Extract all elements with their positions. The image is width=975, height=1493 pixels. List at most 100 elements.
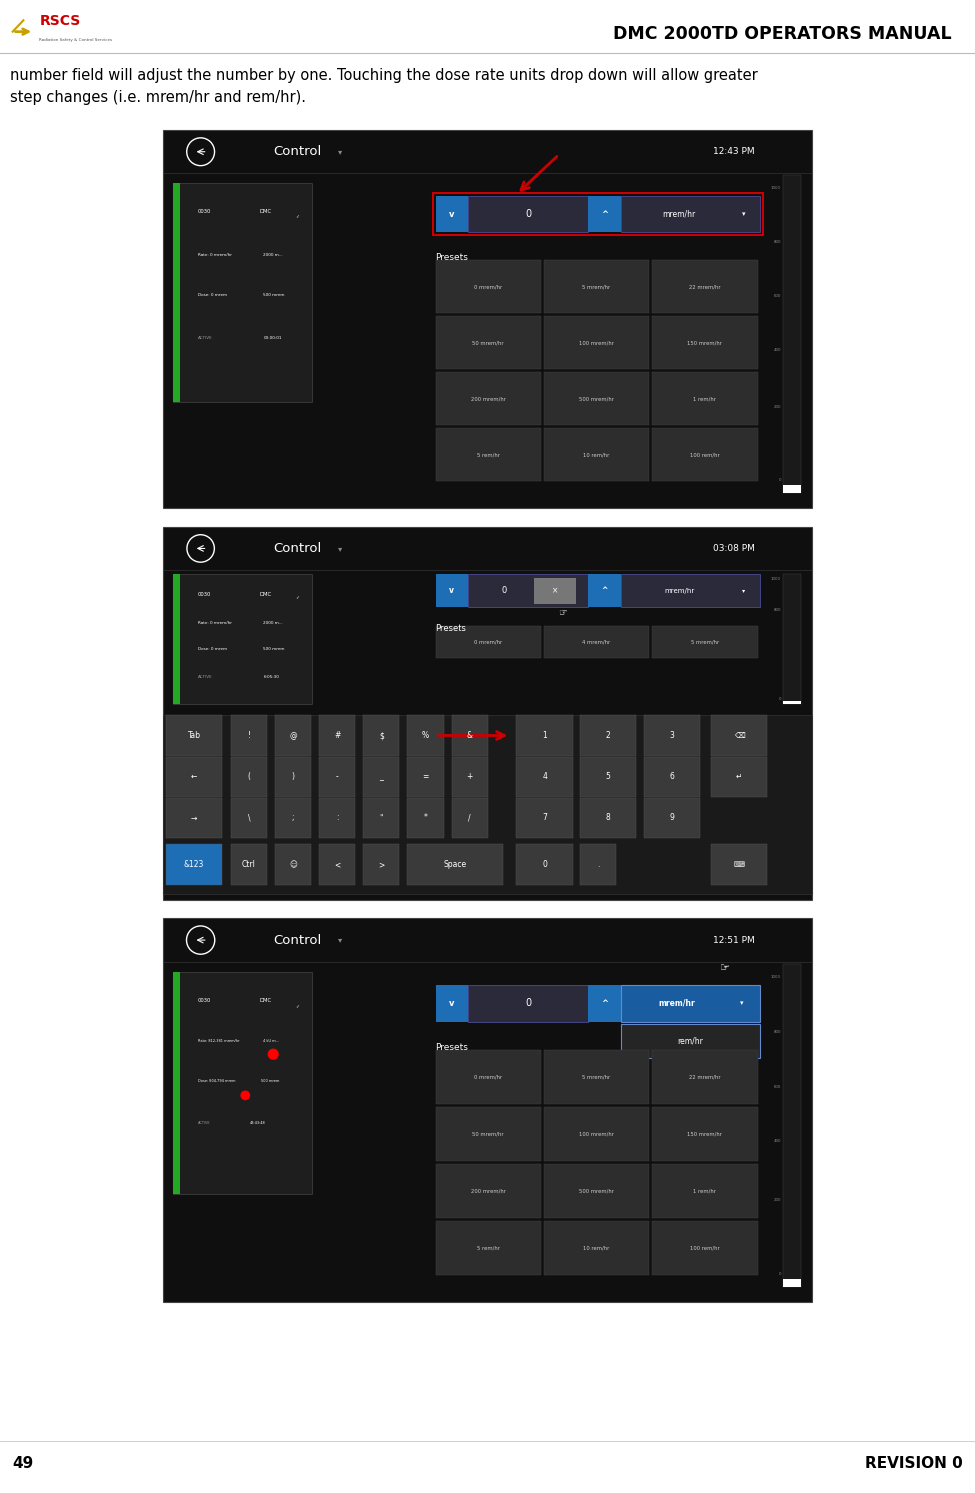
Bar xyxy=(173,972,180,1194)
Text: 4 kU m...: 4 kU m... xyxy=(263,1039,280,1042)
Text: 800: 800 xyxy=(773,608,781,612)
Text: 49: 49 xyxy=(12,1456,33,1471)
Bar xyxy=(319,757,355,797)
Bar xyxy=(436,428,541,481)
Bar xyxy=(644,797,700,838)
Text: 2: 2 xyxy=(605,732,610,741)
Text: 0030: 0030 xyxy=(198,999,212,1003)
Text: 5 mrem/hr: 5 mrem/hr xyxy=(691,639,720,643)
Text: ▾: ▾ xyxy=(742,211,745,216)
Bar xyxy=(544,428,649,481)
Bar xyxy=(644,757,700,797)
Bar xyxy=(644,715,700,755)
Text: 200 mrem/hr: 200 mrem/hr xyxy=(471,396,506,402)
Bar xyxy=(783,573,801,705)
Bar xyxy=(580,797,637,838)
Text: 100 mrem/hr: 100 mrem/hr xyxy=(579,1132,614,1136)
Bar xyxy=(652,1108,758,1162)
Bar xyxy=(173,573,312,705)
Text: ⌫: ⌫ xyxy=(734,732,745,741)
Text: number field will adjust the number by one. Touching the dose rate units drop do: number field will adjust the number by o… xyxy=(10,69,758,84)
Bar xyxy=(783,964,801,1287)
Text: ACTIVE: ACTIVE xyxy=(198,336,213,340)
Text: ;: ; xyxy=(292,814,294,823)
Text: 0: 0 xyxy=(525,999,531,1008)
Text: 200: 200 xyxy=(773,405,781,409)
Text: 100 rem/hr: 100 rem/hr xyxy=(690,1245,720,1250)
Text: &123: &123 xyxy=(184,860,205,869)
Bar xyxy=(436,317,541,369)
Text: %: % xyxy=(422,732,429,741)
Bar xyxy=(433,193,763,234)
Text: 5 mrem/hr: 5 mrem/hr xyxy=(582,1075,610,1079)
Text: .: . xyxy=(597,860,600,869)
Text: 0: 0 xyxy=(525,209,531,219)
Bar xyxy=(436,196,468,231)
Bar xyxy=(652,626,758,657)
Bar xyxy=(468,575,588,608)
Text: mrem/hr: mrem/hr xyxy=(664,588,694,594)
Text: 500 mrem: 500 mrem xyxy=(263,293,285,297)
Text: ^: ^ xyxy=(602,587,607,596)
Text: (: ( xyxy=(248,772,251,781)
Bar xyxy=(408,797,444,838)
Text: ): ) xyxy=(292,772,294,781)
Text: 100 rem/hr: 100 rem/hr xyxy=(690,452,720,457)
Text: Dose: 804,794 mrem: Dose: 804,794 mrem xyxy=(198,1078,235,1082)
Text: v: v xyxy=(449,999,454,1008)
Text: 4: 4 xyxy=(542,772,547,781)
Bar xyxy=(275,715,311,755)
Text: DMC 2000TD OPERATORS MANUAL: DMC 2000TD OPERATORS MANUAL xyxy=(613,25,952,43)
Text: 5 rem/hr: 5 rem/hr xyxy=(477,452,500,457)
Text: 10 rem/hr: 10 rem/hr xyxy=(583,1245,609,1250)
Bar xyxy=(436,575,468,608)
Text: 500 mrem: 500 mrem xyxy=(263,646,285,651)
Bar xyxy=(166,797,222,838)
Bar xyxy=(436,1108,541,1162)
Text: 5 rem/hr: 5 rem/hr xyxy=(477,1245,500,1250)
Text: ✓: ✓ xyxy=(295,594,299,600)
Bar xyxy=(173,184,180,402)
Text: 2000 m...: 2000 m... xyxy=(263,254,283,257)
Bar xyxy=(620,1024,760,1059)
Bar xyxy=(544,260,649,314)
Text: Rate: 0 mrem/hr: Rate: 0 mrem/hr xyxy=(198,254,232,257)
Bar xyxy=(163,527,812,900)
Bar xyxy=(620,575,760,608)
Bar xyxy=(534,578,576,603)
Text: DMC: DMC xyxy=(259,209,271,213)
Text: 0: 0 xyxy=(501,587,507,596)
Bar xyxy=(711,844,767,884)
Bar xyxy=(783,175,801,493)
Text: ☺: ☺ xyxy=(290,860,297,869)
Text: 1 rem/hr: 1 rem/hr xyxy=(693,1188,717,1193)
Text: ": " xyxy=(379,814,383,823)
Text: ✓: ✓ xyxy=(295,213,299,218)
Text: ×: × xyxy=(552,587,559,596)
Text: 10 rem/hr: 10 rem/hr xyxy=(583,452,609,457)
Text: 1 rem/hr: 1 rem/hr xyxy=(693,396,717,402)
Text: 2000 m...: 2000 m... xyxy=(263,621,283,624)
Text: ⌨: ⌨ xyxy=(734,860,745,869)
Text: Control: Control xyxy=(273,145,322,158)
Text: 150 mrem/hr: 150 mrem/hr xyxy=(687,1132,722,1136)
Text: :: : xyxy=(336,814,338,823)
Text: 0: 0 xyxy=(778,1272,781,1275)
Text: Tab: Tab xyxy=(187,732,201,741)
Bar xyxy=(451,757,488,797)
Bar xyxy=(652,428,758,481)
Bar xyxy=(517,715,572,755)
Bar xyxy=(163,918,812,1302)
Bar xyxy=(436,1221,541,1275)
Text: 800: 800 xyxy=(773,240,781,243)
Text: 9: 9 xyxy=(670,814,675,823)
Text: Control: Control xyxy=(273,933,322,947)
Bar xyxy=(408,715,444,755)
Text: 1000: 1000 xyxy=(771,187,781,190)
Bar xyxy=(468,985,588,1021)
Bar xyxy=(166,844,222,884)
Text: 1: 1 xyxy=(542,732,547,741)
Text: Radiation Safety & Control Services: Radiation Safety & Control Services xyxy=(39,39,113,42)
Bar xyxy=(711,715,767,755)
Bar xyxy=(275,844,311,884)
